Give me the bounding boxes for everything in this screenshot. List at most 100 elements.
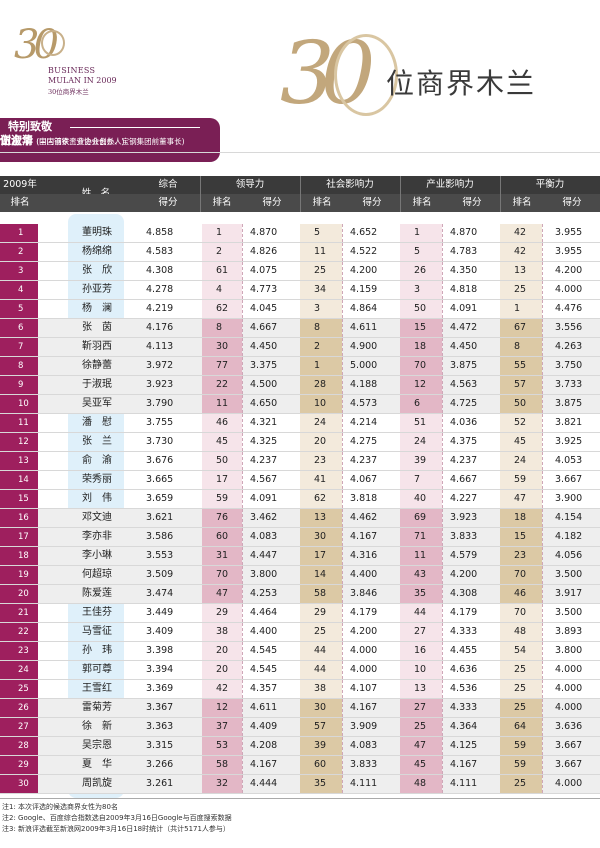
- cell-divider: [242, 661, 243, 679]
- leadership-score-cell: 4.567: [250, 474, 278, 485]
- social-rank-cell: 8: [300, 319, 342, 337]
- industry-rank-cell: 35: [400, 585, 442, 603]
- cell-divider: [342, 490, 343, 508]
- header-sub-score: 得分: [262, 197, 282, 208]
- cell-divider: [242, 566, 243, 584]
- rank-cell: 14: [0, 471, 38, 489]
- industry-score-cell: 4.375: [450, 436, 478, 447]
- balance-rank-cell: 59: [500, 471, 542, 489]
- rank-cell: 9: [0, 376, 38, 394]
- balance-score-cell: 4.000: [555, 664, 583, 675]
- balance-rank-cell: 24: [500, 452, 542, 470]
- industry-rank-cell: 47: [400, 737, 442, 755]
- balance-rank-cell: 47: [500, 490, 542, 508]
- cell-divider: [542, 718, 543, 736]
- leadership-score-cell: 4.357: [250, 683, 278, 694]
- industry-score-cell: 4.237: [450, 455, 478, 466]
- balance-score-cell: 3.821: [555, 417, 583, 428]
- industry-score-cell: 4.563: [450, 379, 478, 390]
- cell-divider: [242, 376, 243, 394]
- cell-divider: [542, 623, 543, 641]
- balance-score-cell: 4.000: [555, 683, 583, 694]
- balance-score-cell: 3.955: [555, 246, 583, 257]
- social-score-cell: 4.522: [350, 246, 378, 257]
- cell-divider: [342, 756, 343, 774]
- leadership-rank-cell: 2: [202, 243, 242, 261]
- cell-divider: [242, 452, 243, 470]
- industry-score-cell: 4.167: [450, 759, 478, 770]
- leadership-rank-cell: 32: [202, 775, 242, 793]
- cell-divider: [542, 376, 543, 394]
- cell-divider: [442, 756, 443, 774]
- industry-score-cell: 4.179: [450, 607, 478, 618]
- header-sub-score: 得分: [462, 197, 482, 208]
- table-row: 17 李亦非 3.586 60 4.083 30 4.167 71 3.833 15 4.182: [0, 528, 600, 547]
- cell-divider: [242, 547, 243, 565]
- leadership-score-cell: 4.611: [250, 702, 278, 713]
- leadership-score-cell: 4.667: [250, 322, 278, 333]
- name-cell: 雷菊芳: [82, 702, 112, 713]
- table-row: 13 俞 渝 3.676 50 4.237 23 4.237 39 4.237 24 4.053: [0, 452, 600, 471]
- total-score-cell: 3.676: [146, 455, 174, 466]
- rank-cell: 23: [0, 642, 38, 660]
- industry-rank-cell: 27: [400, 699, 442, 717]
- cell-divider: [542, 585, 543, 603]
- social-rank-cell: 30: [300, 699, 342, 717]
- total-score-cell: 3.261: [146, 778, 174, 789]
- leadership-score-cell: 4.167: [250, 759, 278, 770]
- column-divider: [500, 176, 501, 212]
- industry-rank-cell: 25: [400, 718, 442, 736]
- cell-divider: [542, 737, 543, 755]
- cell-divider: [442, 490, 443, 508]
- divider: [70, 127, 200, 128]
- social-score-cell: 4.179: [350, 607, 378, 618]
- name-cell: 徐静蕾: [82, 360, 112, 371]
- rank-cell: 18: [0, 547, 38, 565]
- social-rank-cell: 39: [300, 737, 342, 755]
- cell-divider: [442, 452, 443, 470]
- cell-divider: [242, 623, 243, 641]
- balance-rank-cell: 25: [500, 281, 542, 299]
- rank-cell: 10: [0, 395, 38, 413]
- social-rank-cell: 29: [300, 604, 342, 622]
- industry-score-cell: 4.667: [450, 474, 478, 485]
- cell-divider: [542, 338, 543, 356]
- cell-divider: [342, 281, 343, 299]
- cell-divider: [342, 262, 343, 280]
- balance-score-cell: 4.000: [555, 778, 583, 789]
- balance-score-cell: 4.000: [555, 702, 583, 713]
- footnote: 注1: 本次评选的候选商界女性为80名: [2, 803, 118, 811]
- total-score-cell: 3.923: [146, 379, 174, 390]
- cell-divider: [542, 661, 543, 679]
- special-tribute-label: 特别致敬: [8, 120, 52, 133]
- industry-rank-cell: 39: [400, 452, 442, 470]
- social-score-cell: 4.237: [350, 455, 378, 466]
- industry-rank-cell: 1: [400, 224, 442, 242]
- social-score-cell: 4.000: [350, 645, 378, 656]
- social-rank-cell: 28: [300, 376, 342, 394]
- social-score-cell: 4.188: [350, 379, 378, 390]
- table-row: 1 董明珠 4.858 1 4.870 5 4.652 1 4.870 42 3.955: [0, 224, 600, 243]
- table-row: 12 张 兰 3.730 45 4.325 20 4.275 24 4.375 45 3.925: [0, 433, 600, 452]
- cell-divider: [542, 547, 543, 565]
- industry-score-cell: 4.091: [450, 303, 478, 314]
- social-score-cell: 4.573: [350, 398, 378, 409]
- balance-rank-cell: 70: [500, 604, 542, 622]
- tribute-desc: (中国钢铁工业协会会长、宝钢集团前董事长): [36, 137, 185, 146]
- leadership-score-cell: 4.773: [250, 284, 278, 295]
- tribute-person: 谢企华 (中国钢铁工业协会会长、宝钢集团前董事长): [0, 134, 600, 153]
- cell-divider: [442, 528, 443, 546]
- industry-score-cell: 4.536: [450, 683, 478, 694]
- butterfly-icon-large: [334, 34, 398, 116]
- social-rank-cell: 38: [300, 680, 342, 698]
- total-score-cell: 3.394: [146, 664, 174, 675]
- balance-score-cell: 4.154: [555, 512, 583, 523]
- header-rank: 排名: [10, 197, 30, 208]
- social-rank-cell: 13: [300, 509, 342, 527]
- balance-score-cell: 3.750: [555, 360, 583, 371]
- rank-cell: 1: [0, 224, 38, 242]
- table-row: 15 刘 伟 3.659 59 4.091 62 3.818 40 4.227 47 3.900: [0, 490, 600, 509]
- balance-rank-cell: 25: [500, 661, 542, 679]
- cell-divider: [242, 414, 243, 432]
- social-score-cell: 4.864: [350, 303, 378, 314]
